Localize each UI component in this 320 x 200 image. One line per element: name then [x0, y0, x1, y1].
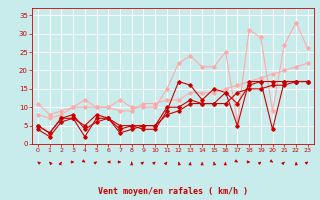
- Text: Vent moyen/en rafales ( km/h ): Vent moyen/en rafales ( km/h ): [98, 187, 248, 196]
